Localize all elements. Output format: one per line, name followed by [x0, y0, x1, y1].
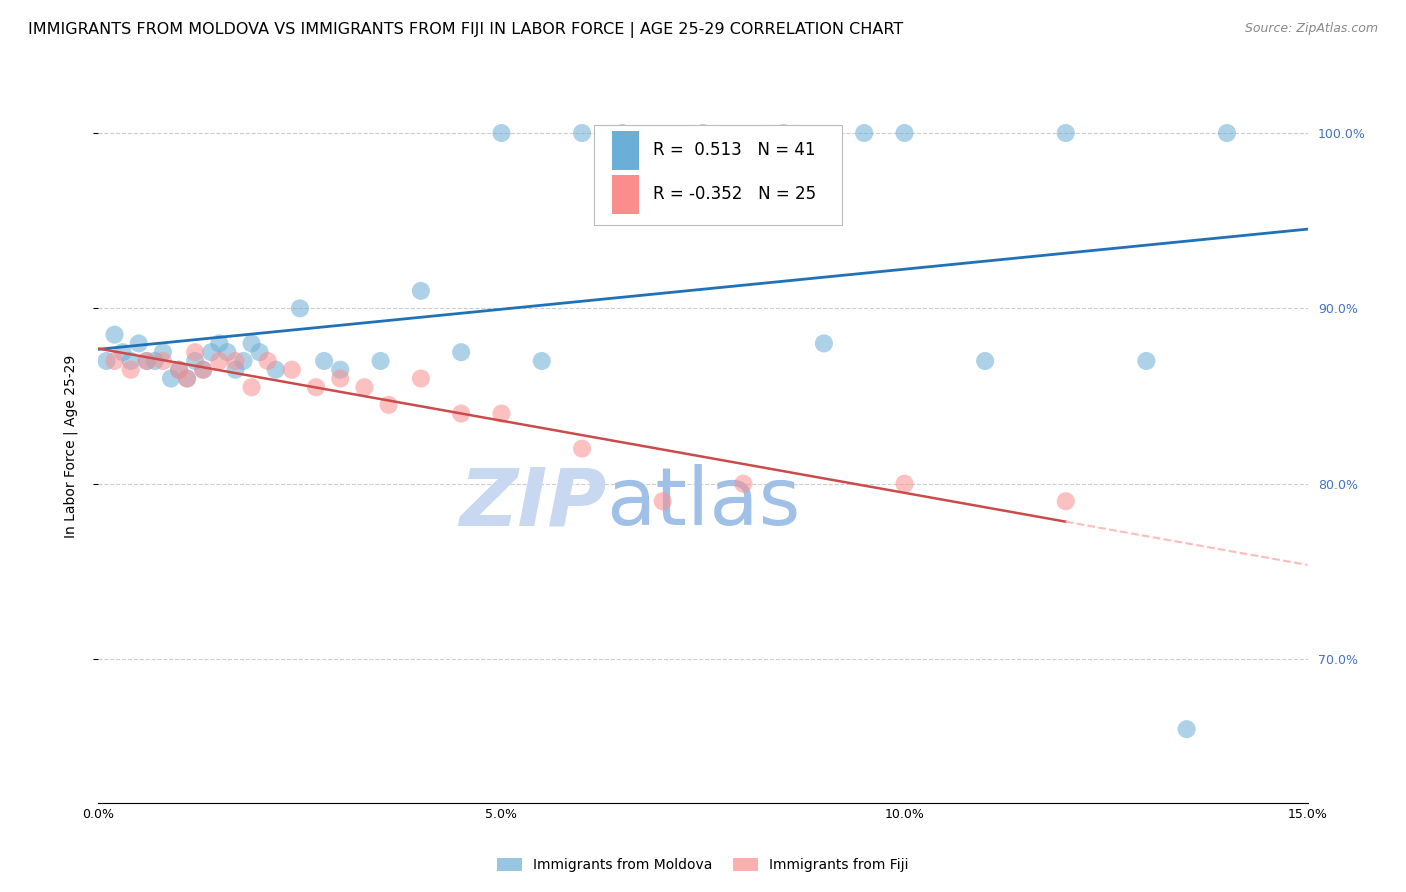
- Point: [893, 126, 915, 140]
- Point: [152, 354, 174, 368]
- Point: [103, 354, 125, 368]
- Point: [1135, 354, 1157, 368]
- Point: [120, 362, 142, 376]
- Point: [314, 354, 336, 368]
- Point: [288, 301, 311, 316]
- Point: [491, 407, 513, 421]
- Point: [135, 354, 157, 368]
- Point: [692, 126, 714, 140]
- Point: [232, 354, 254, 368]
- Bar: [613, 175, 638, 214]
- Point: [167, 362, 190, 376]
- Point: [184, 345, 207, 359]
- Point: [329, 362, 352, 376]
- Point: [1054, 126, 1077, 140]
- Point: [305, 380, 328, 394]
- Point: [160, 371, 183, 385]
- Point: [143, 354, 166, 368]
- Point: [530, 354, 553, 368]
- Point: [249, 345, 271, 359]
- Point: [224, 362, 246, 376]
- Point: [111, 345, 134, 359]
- Point: [184, 354, 207, 368]
- Point: [281, 362, 304, 376]
- Point: [103, 327, 125, 342]
- Point: [1054, 494, 1077, 508]
- Point: [329, 371, 352, 385]
- Point: [813, 336, 835, 351]
- Point: [217, 345, 239, 359]
- Point: [264, 362, 287, 376]
- Text: Source: ZipAtlas.com: Source: ZipAtlas.com: [1244, 22, 1378, 36]
- Point: [651, 494, 673, 508]
- Point: [120, 354, 142, 368]
- Point: [96, 354, 118, 368]
- Point: [167, 362, 190, 376]
- Point: [450, 407, 472, 421]
- Point: [208, 336, 231, 351]
- FancyBboxPatch shape: [595, 125, 842, 225]
- Point: [571, 126, 593, 140]
- Point: [1216, 126, 1239, 140]
- Point: [200, 345, 222, 359]
- Point: [409, 284, 432, 298]
- Point: [224, 354, 246, 368]
- Point: [208, 354, 231, 368]
- Y-axis label: In Labor Force | Age 25-29: In Labor Force | Age 25-29: [63, 354, 77, 538]
- Point: [1175, 722, 1198, 736]
- Text: ZIP: ZIP: [458, 464, 606, 542]
- Text: R = -0.352   N = 25: R = -0.352 N = 25: [654, 186, 817, 203]
- Point: [409, 371, 432, 385]
- Text: atlas: atlas: [606, 464, 800, 542]
- Point: [612, 126, 634, 140]
- Point: [974, 354, 997, 368]
- Point: [152, 345, 174, 359]
- Point: [193, 362, 215, 376]
- Bar: [613, 130, 638, 169]
- Point: [450, 345, 472, 359]
- Point: [377, 398, 399, 412]
- Text: IMMIGRANTS FROM MOLDOVA VS IMMIGRANTS FROM FIJI IN LABOR FORCE | AGE 25-29 CORRE: IMMIGRANTS FROM MOLDOVA VS IMMIGRANTS FR…: [28, 22, 904, 38]
- Point: [135, 354, 157, 368]
- Text: R =  0.513   N = 41: R = 0.513 N = 41: [654, 141, 815, 159]
- Point: [128, 336, 150, 351]
- Point: [491, 126, 513, 140]
- Point: [256, 354, 278, 368]
- Point: [240, 380, 263, 394]
- Point: [893, 476, 915, 491]
- Legend: Immigrants from Moldova, Immigrants from Fiji: Immigrants from Moldova, Immigrants from…: [492, 853, 914, 878]
- Point: [240, 336, 263, 351]
- Point: [370, 354, 392, 368]
- Point: [772, 126, 794, 140]
- Point: [571, 442, 593, 456]
- Point: [176, 371, 198, 385]
- Point: [193, 362, 215, 376]
- Point: [353, 380, 375, 394]
- Point: [176, 371, 198, 385]
- Point: [853, 126, 876, 140]
- Point: [733, 476, 755, 491]
